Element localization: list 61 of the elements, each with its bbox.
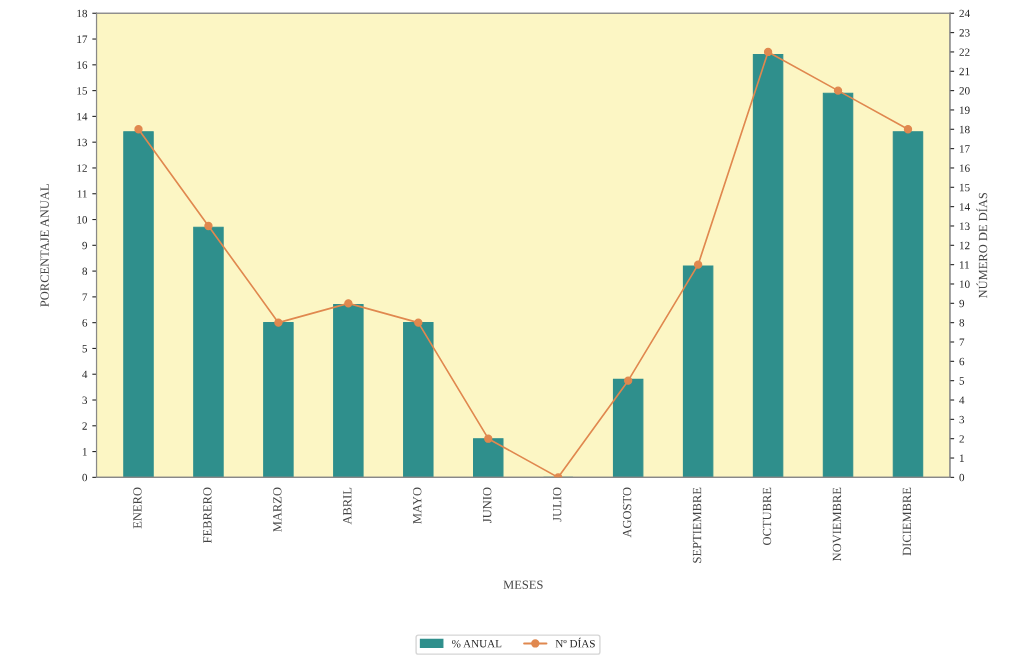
y2-tick-label: 19 [959,106,970,114]
y-tick-label: 5 [82,345,88,353]
x-tick-label: JULIO [552,487,562,522]
y2-tick-label: 12 [959,241,970,250]
x-tick-label: OCTUBRE [762,487,772,545]
y2-tick-label: 23 [959,29,970,37]
y2-tick-label: 3 [959,415,965,424]
y-tick-label: 16 [77,61,88,69]
y2-tick-label: 18 [959,125,970,134]
y-tick-label: 11 [77,190,87,198]
y2-tick-label: 20 [959,87,970,95]
x-tick-label: AGOSTO [622,487,632,538]
y-tick-label: 9 [82,241,88,250]
y-axis-title: PORCENTAJE ANUAL [40,184,49,307]
y2-tick-label: 8 [959,319,965,327]
y2-tick-label: 21 [959,67,970,76]
y2-tick-label: 16 [959,164,970,172]
y-tick-label: 3 [82,396,88,404]
y-tick-label: 15 [77,87,88,95]
y-tick-label: 4 [82,370,88,379]
y2-tick-label: 17 [959,145,970,153]
x-tick-label: ENERO [133,487,142,529]
y-tick-label: 2 [82,422,87,430]
x-tick-label: MARZO [273,487,282,532]
y-tick-label: 10 [77,215,88,224]
y-tick-label: 14 [77,112,88,121]
y-tick-label: 6 [82,319,88,327]
y-tick-label: 0 [82,473,88,482]
legend-label: % ANUAL [452,639,502,648]
y2-tick-label: 10 [959,280,970,288]
y2-tick-label: 6 [959,357,965,366]
y2-tick-label: 15 [959,183,970,192]
x-tick-label: ABRIL [343,487,352,525]
y2-tick-label: 11 [959,261,970,269]
y-tick-label: 8 [82,267,88,276]
x-tick-label: NOVIEMBRE [832,487,842,562]
y2-tick-label: 7 [959,338,965,346]
y-tick-label: 12 [77,164,87,172]
y2-tick-label: 13 [959,222,970,230]
x-tick-label: DICIEMBRE [902,487,912,556]
y-tick-label: 1 [82,448,87,456]
x-tick-label: SEPTIEMBRE [692,487,702,563]
y2-tick-label: 9 [959,299,965,308]
y-tick-label: 17 [77,35,88,43]
y-tick-label: 13 [77,138,88,147]
y2-tick-label: 24 [959,9,970,18]
y2-tick-label: 4 [959,396,965,404]
x-tick-label: JUNIO [482,487,492,523]
x-axis-title: MESES [503,580,543,589]
y2-tick-label: 2 [959,435,964,443]
legend-label: Nº DÍAS [555,637,595,648]
y2-tick-label: 22 [959,48,970,56]
x-tick-label: FEBRERO [203,487,212,543]
y2-tick-label: 14 [959,203,970,211]
y2-tick-label: 5 [959,377,965,385]
y-tick-label: 7 [82,293,88,301]
y-tick-label: 18 [77,9,88,18]
x-tick-label: MAYO [413,487,422,524]
y2-axis-title: NÚMERO DE DÍAS [976,192,988,299]
y2-tick-label: 0 [959,473,965,482]
y2-tick-label: 1 [959,454,964,462]
